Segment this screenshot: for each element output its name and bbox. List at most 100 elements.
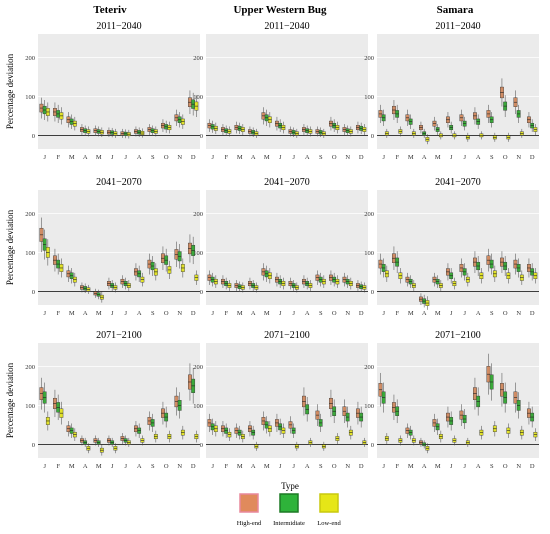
month-label: M bbox=[69, 310, 75, 317]
month-label: M bbox=[96, 463, 102, 470]
month-label: O bbox=[164, 310, 169, 317]
month-label: S bbox=[490, 463, 494, 470]
legend: Type High-end Intermidiate Low-end bbox=[237, 481, 342, 527]
period-title: 2011−2040 bbox=[435, 21, 480, 32]
month-label: O bbox=[332, 463, 337, 470]
month-label: A bbox=[422, 463, 427, 470]
month-label: A bbox=[137, 463, 142, 470]
panel-background bbox=[377, 190, 539, 305]
y-tick-label: 100 bbox=[25, 94, 35, 101]
month-label: O bbox=[503, 463, 508, 470]
panel-upper-western-bug-2: 2041−2070 0 100 200 J F M A M J J A S O N D bbox=[193, 177, 368, 317]
y-tick-label: 0 bbox=[371, 289, 374, 296]
month-label: J bbox=[292, 310, 295, 317]
month-label: J bbox=[43, 463, 46, 470]
month-label: S bbox=[490, 154, 494, 161]
month-label: S bbox=[319, 463, 323, 470]
month-label: D bbox=[359, 463, 364, 470]
month-label: J bbox=[211, 310, 214, 317]
period-title: 2011−2040 bbox=[264, 21, 309, 32]
month-label: A bbox=[83, 310, 88, 317]
month-label: A bbox=[476, 463, 481, 470]
panel-background bbox=[377, 34, 539, 149]
month-label: N bbox=[177, 310, 182, 317]
y-tick-label: 0 bbox=[371, 133, 374, 140]
y-axis-label: Percentage deviation bbox=[5, 53, 15, 129]
month-label: N bbox=[516, 310, 521, 317]
month-label: J bbox=[279, 463, 282, 470]
month-label: M bbox=[264, 310, 270, 317]
month-label: A bbox=[305, 310, 310, 317]
month-label: J bbox=[382, 310, 385, 317]
month-label: J bbox=[463, 310, 466, 317]
month-label: M bbox=[96, 310, 102, 317]
month-label: J bbox=[450, 463, 453, 470]
panel-background bbox=[38, 343, 200, 458]
month-label: F bbox=[56, 463, 60, 470]
month-label: F bbox=[224, 463, 228, 470]
month-label: F bbox=[224, 154, 228, 161]
month-label: O bbox=[332, 310, 337, 317]
month-label: M bbox=[237, 154, 243, 161]
month-label: F bbox=[395, 310, 399, 317]
month-label: O bbox=[164, 463, 169, 470]
panel-background bbox=[206, 190, 368, 305]
y-tick-label: 200 bbox=[25, 211, 35, 218]
panel-teteriv-3: 2071−2100 0 100 200 J F M A M J J A S O N D Percentage d… bbox=[5, 330, 200, 470]
month-label: A bbox=[251, 154, 256, 161]
month-label: D bbox=[530, 463, 535, 470]
month-label: F bbox=[56, 310, 60, 317]
month-label: A bbox=[305, 154, 310, 161]
panel-teteriv-2: 2041−2070 0 100 200 J F M A M J J A S O N D Percentage d… bbox=[5, 177, 200, 317]
panel-samara-1: 2011−2040 0 100 200 J F M A M J J A S O N D bbox=[364, 21, 539, 161]
legend-label-low-end: Low-end bbox=[317, 520, 341, 527]
period-title: 2071−2100 bbox=[435, 330, 481, 341]
month-label: M bbox=[237, 463, 243, 470]
y-tick-label: 100 bbox=[193, 250, 203, 257]
legend-label-intermidiate: Intermidiate bbox=[273, 520, 305, 527]
period-title: 2071−2100 bbox=[96, 330, 142, 341]
y-tick-label: 200 bbox=[364, 55, 374, 62]
y-tick-label: 0 bbox=[200, 133, 203, 140]
y-tick-label: 100 bbox=[193, 94, 203, 101]
month-label: M bbox=[264, 463, 270, 470]
month-label: J bbox=[279, 154, 282, 161]
month-label: J bbox=[124, 463, 127, 470]
month-label: M bbox=[435, 310, 441, 317]
y-axis-label: Percentage deviation bbox=[5, 209, 15, 285]
month-label: S bbox=[151, 463, 155, 470]
month-label: N bbox=[177, 463, 182, 470]
month-label: J bbox=[292, 154, 295, 161]
month-label: D bbox=[359, 310, 364, 317]
month-label: S bbox=[151, 154, 155, 161]
month-label: O bbox=[503, 310, 508, 317]
month-label: N bbox=[345, 154, 350, 161]
legend-swatch-intermidiate bbox=[279, 493, 299, 513]
month-label: J bbox=[111, 310, 114, 317]
legend-label-high-end: High-end bbox=[237, 520, 262, 527]
month-label: M bbox=[435, 154, 441, 161]
y-tick-label: 100 bbox=[25, 250, 35, 257]
y-axis-label: Percentage deviation bbox=[5, 362, 15, 438]
y-tick-label: 200 bbox=[25, 55, 35, 62]
month-label: M bbox=[408, 310, 414, 317]
y-tick-label: 0 bbox=[32, 442, 35, 449]
month-label: J bbox=[211, 463, 214, 470]
legend-title: Type bbox=[281, 481, 299, 491]
month-label: S bbox=[151, 310, 155, 317]
month-label: J bbox=[279, 310, 282, 317]
month-label: A bbox=[137, 154, 142, 161]
y-tick-label: 100 bbox=[193, 403, 203, 410]
month-label: A bbox=[476, 310, 481, 317]
month-label: A bbox=[83, 463, 88, 470]
month-label: A bbox=[476, 154, 481, 161]
month-label: M bbox=[435, 463, 441, 470]
panel-background bbox=[206, 34, 368, 149]
month-label: D bbox=[191, 310, 196, 317]
month-label: N bbox=[177, 154, 182, 161]
month-label: N bbox=[345, 310, 350, 317]
month-label: S bbox=[319, 310, 323, 317]
month-label: M bbox=[96, 154, 102, 161]
month-label: J bbox=[124, 310, 127, 317]
